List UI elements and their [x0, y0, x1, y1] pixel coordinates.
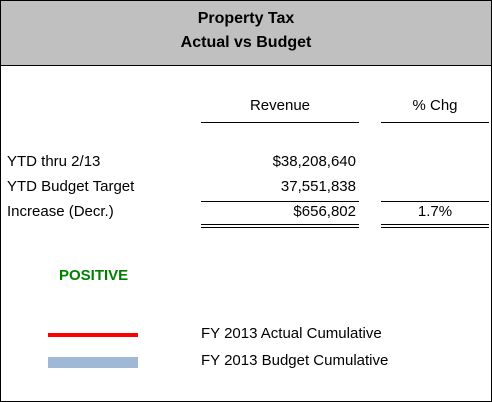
title-line: Actual vs Budget	[180, 34, 312, 51]
row-label: YTD thru 2/13	[7, 153, 101, 170]
legend-label: FY 2013 Budget Cumulative	[201, 352, 389, 369]
revenue-cell: 37,551,838	[280, 178, 356, 195]
status: POSITIVE	[59, 267, 129, 284]
column-header: % Chg	[412, 97, 458, 114]
header: Property Tax Actual vs Budget	[1, 1, 491, 66]
pct-cell: 1.7%	[417, 203, 453, 220]
total-rule	[381, 201, 489, 202]
revenue-cell: $656,802	[293, 203, 356, 220]
total-rule	[201, 201, 359, 202]
title-line: Property Tax	[197, 10, 295, 27]
revenue-cell: $38,208,640	[272, 153, 356, 170]
double-rule	[201, 224, 359, 225]
legend-swatch	[48, 356, 138, 368]
header-underline	[381, 122, 489, 123]
legend-label: FY 2013 Actual Cumulative	[201, 325, 382, 342]
column-header: Revenue	[249, 97, 311, 114]
header-underline	[201, 122, 359, 123]
double-rule	[201, 227, 359, 228]
row-label: YTD Budget Target	[7, 178, 135, 195]
double-rule	[381, 227, 489, 228]
double-rule	[381, 224, 489, 225]
row-label: Increase (Decr.)	[7, 203, 114, 220]
legend-swatch	[48, 333, 138, 337]
